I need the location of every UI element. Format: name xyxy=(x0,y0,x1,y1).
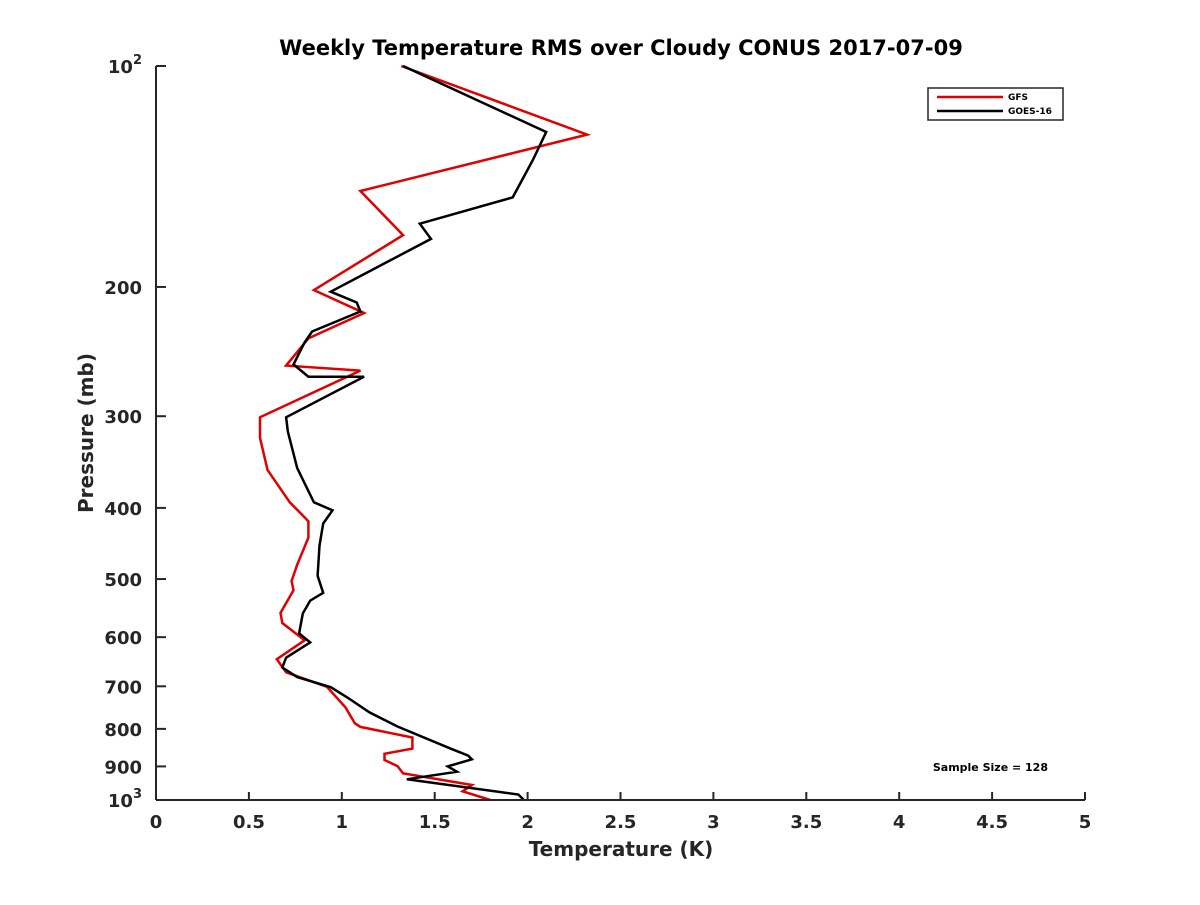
series-line-gfs xyxy=(258,64,592,802)
legend-label-goes-16: GOES-16 xyxy=(1008,107,1052,117)
x-tick-label: 1.5 xyxy=(419,812,451,833)
x-tick-label: 0 xyxy=(150,812,163,833)
legend: GFS GOES-16 xyxy=(927,87,1064,121)
x-axis-label: Temperature (K) xyxy=(529,837,714,861)
series-layer xyxy=(258,64,592,802)
x-tick-label: 3 xyxy=(707,812,720,833)
x-tick-label: 5 xyxy=(1079,812,1092,833)
chart-title: Weekly Temperature RMS over Cloudy CONUS… xyxy=(279,36,963,60)
x-tick-label: 2.5 xyxy=(605,812,637,833)
y-tick-label: 200 xyxy=(104,278,142,299)
y-tick-label: 400 xyxy=(104,499,142,520)
x-tick-label: 0.5 xyxy=(233,812,265,833)
sample-size-annotation: Sample Size = 128 xyxy=(933,761,1048,774)
legend-entries: GFS GOES-16 xyxy=(937,93,1052,117)
legend-box xyxy=(927,87,1064,121)
y-tick-label: 300 xyxy=(104,407,142,428)
y-tick-label: 500 xyxy=(104,570,142,591)
series-line-goes-16 xyxy=(280,64,548,801)
legend-label-gfs: GFS xyxy=(1008,93,1028,103)
x-tick-label: 2 xyxy=(521,812,534,833)
y-tick-label: 700 xyxy=(104,677,142,698)
x-tick-label: 4 xyxy=(893,812,906,833)
y-tick-label: 800 xyxy=(104,720,142,741)
y-ticks: 102 200 300 400 500 600 700 800 900 103 xyxy=(104,53,166,812)
y-tick-label: 900 xyxy=(104,757,142,778)
x-tick-label: 3.5 xyxy=(790,812,822,833)
x-tick-label: 1 xyxy=(336,812,349,833)
y-tick-label: 600 xyxy=(104,628,142,649)
x-tick-label: 4.5 xyxy=(976,812,1008,833)
y-tick-label: 103 xyxy=(108,787,142,812)
x-ticks: 0 0.5 1 1.5 2 2.5 3 3.5 4 4.5 5 xyxy=(150,792,1092,833)
y-axis-label: Pressure (mb) xyxy=(74,353,98,513)
y-tick-label: 102 xyxy=(108,53,142,78)
